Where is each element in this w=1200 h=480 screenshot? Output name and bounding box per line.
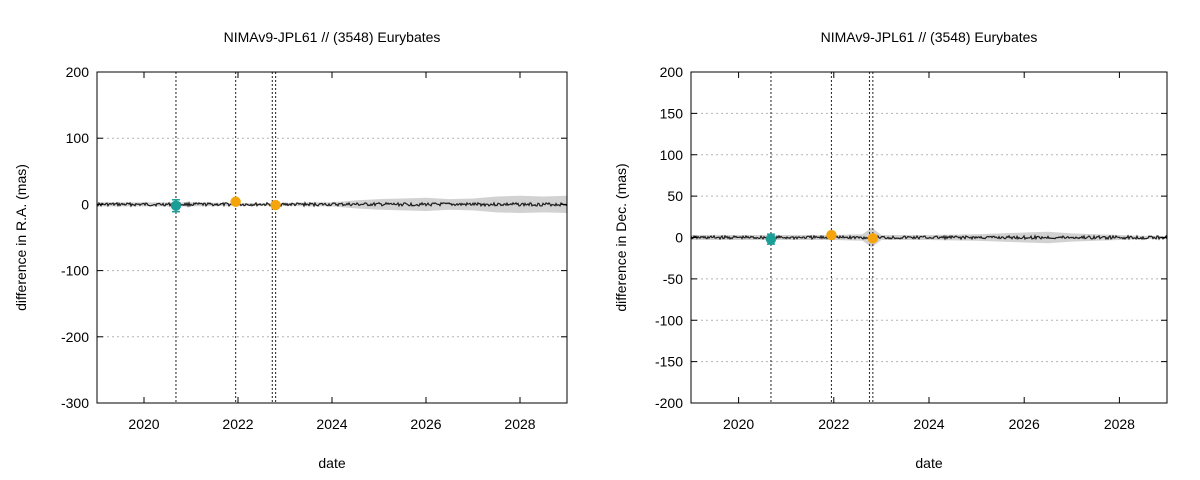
y-tick-label: 0	[675, 230, 683, 246]
y-tick-label: -150	[655, 354, 683, 370]
y-tick-label: -300	[61, 395, 89, 411]
data-point-orange	[867, 233, 879, 244]
chart-title: NIMAv9-JPL61 // (3548) Eurybates	[821, 29, 1038, 45]
y-tick-label: 50	[667, 188, 683, 204]
x-axis-label: date	[915, 455, 942, 471]
y-tick-label: 100	[660, 147, 684, 163]
data-point-orange	[826, 229, 837, 241]
y-tick-label: -200	[655, 395, 683, 411]
y-axis-label: difference in R.A. (mas)	[13, 164, 29, 311]
x-tick-label: 2026	[1009, 416, 1040, 432]
y-tick-label: -50	[663, 271, 683, 287]
x-tick-label: 2028	[504, 416, 535, 432]
data-point-teal	[765, 233, 777, 245]
data-point-orange	[270, 199, 281, 211]
x-tick-label: 2022	[222, 416, 253, 432]
data-point-orange	[230, 196, 241, 207]
x-tick-label: 2022	[818, 416, 849, 432]
y-tick-label: 150	[660, 105, 684, 121]
y-tick-label: 200	[66, 64, 90, 80]
x-tick-label: 2020	[128, 416, 159, 432]
y-tick-label: 0	[81, 196, 89, 212]
plot-frame	[96, 71, 568, 404]
x-tick-label: 2028	[1104, 416, 1135, 432]
x-tick-label: 2024	[316, 416, 347, 432]
dec-difference-chart: NIMAv9-JPL61 // (3548) Eurybates -200 -150…	[613, 29, 1168, 471]
y-tick-label: -100	[655, 312, 683, 328]
ra-difference-chart: NIMAv9-JPL61 // (3548) Eurybates -300 -200…	[13, 29, 568, 471]
y-tick-label: 100	[66, 130, 90, 146]
x-tick-label: 2026	[410, 416, 441, 432]
chart-title: NIMAv9-JPL61 // (3548) Eurybates	[224, 29, 441, 45]
y-tick-label: -100	[61, 263, 89, 279]
y-tick-label: -200	[61, 329, 89, 345]
x-tick-label: 2024	[913, 416, 944, 432]
data-point-teal	[170, 200, 182, 211]
x-axis-label: date	[318, 455, 345, 471]
x-tick-label: 2020	[723, 416, 754, 432]
y-tick-label: 200	[660, 64, 684, 80]
y-axis-label: difference in Dec. (mas)	[613, 163, 629, 311]
